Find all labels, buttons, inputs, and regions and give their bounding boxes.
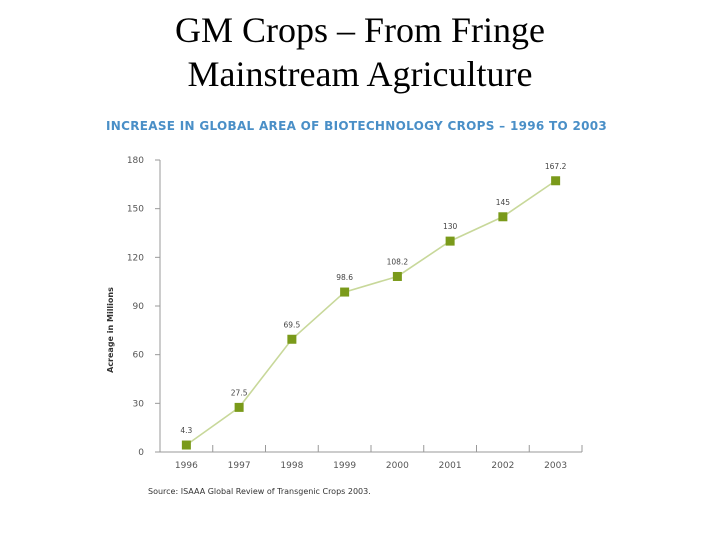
- x-tick-label-2002: 2002: [491, 461, 514, 471]
- chart-title: INCREASE IN GLOBAL AREA OF BIOTECHNOLOGY…: [106, 119, 607, 133]
- data-point-1999: [340, 287, 350, 297]
- data-point-1997: [234, 402, 244, 412]
- y-tick-label-150: 150: [127, 205, 144, 215]
- x-tick-label-1998: 1998: [280, 461, 303, 471]
- x-tick-label-1996: 1996: [175, 461, 198, 471]
- data-label-2001: 130: [443, 222, 458, 231]
- data-point-1996: [181, 440, 191, 450]
- y-tick-label-60: 60: [133, 351, 145, 361]
- data-label-1998: 69.5: [284, 320, 301, 329]
- series-line: [185, 180, 557, 446]
- slide-title-line-2: Mainstream Agriculture: [187, 54, 533, 94]
- y-tick-label-120: 120: [127, 253, 144, 263]
- series-global-area: 4.3 27.5 69.5 98.6 108.2 130 145 167.2: [180, 162, 567, 450]
- data-label-2002: 145: [496, 198, 511, 207]
- data-label-1996: 4.3: [180, 426, 192, 435]
- x-tick-label-1999: 1999: [333, 461, 356, 471]
- y-tick-label-180: 180: [127, 156, 144, 166]
- y-tick-label-90: 90: [133, 302, 145, 312]
- y-axis: 0 30 60 90 120 150 180: [127, 156, 161, 458]
- data-point-2002: [498, 212, 508, 222]
- x-axis: 1996 1997 1998 1999 2000 2001 2002 2003: [159, 445, 583, 471]
- data-label-2003: 167.2: [545, 162, 567, 171]
- x-tick-label-2003: 2003: [544, 461, 567, 471]
- data-point-1998: [287, 334, 297, 344]
- y-tick-label-30: 30: [133, 399, 145, 409]
- data-label-1999: 98.6: [336, 273, 353, 282]
- data-point-2003: [551, 176, 561, 186]
- x-tick-label-2000: 2000: [386, 461, 409, 471]
- data-point-2001: [445, 236, 455, 246]
- data-point-2000: [392, 271, 402, 281]
- y-axis-label: Acreage in Millions: [106, 287, 115, 373]
- data-label-1997: 27.5: [231, 388, 248, 397]
- slide-title: GM Crops – From Fringe Mainstream Agricu…: [0, 8, 720, 96]
- y-tick-label-0: 0: [138, 448, 144, 458]
- slide-title-line-1: GM Crops – From Fringe: [174, 10, 546, 50]
- chart-source: Source: ISAAA Global Review of Transgeni…: [148, 487, 371, 496]
- x-tick-label-1997: 1997: [228, 461, 251, 471]
- data-label-2000: 108.2: [387, 257, 409, 266]
- x-tick-label-2001: 2001: [439, 461, 462, 471]
